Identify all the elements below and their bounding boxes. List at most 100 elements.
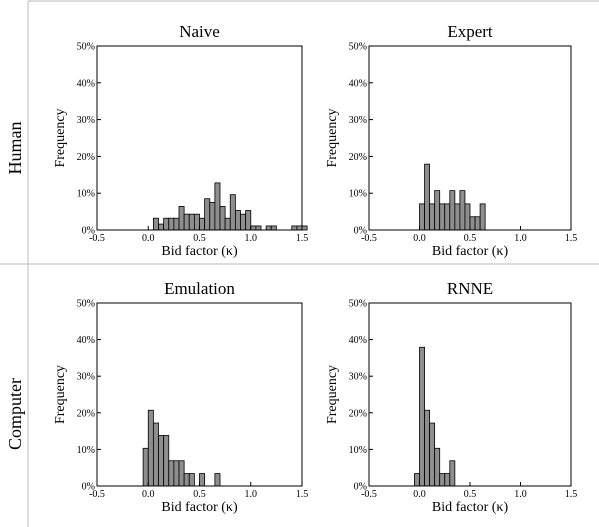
panel-title-rnne: RNNE xyxy=(447,279,493,298)
y-tick-label-naive-1: 10% xyxy=(77,189,95,200)
bar-emulation-8 xyxy=(183,473,190,487)
y-tick-label-expert-0: 0% xyxy=(354,226,367,237)
x-tick-label-expert-2: 0.5 xyxy=(464,233,477,244)
x-tick-label-naive-1: 0.0 xyxy=(142,233,155,244)
y-tick-label-naive-2: 20% xyxy=(77,152,95,163)
bar-naive-23 xyxy=(291,225,298,231)
y-axis-title-emulation: Frequency xyxy=(53,365,68,424)
bar-naive-2 xyxy=(163,217,170,231)
bar-naive-13 xyxy=(219,206,226,231)
bar-naive-19 xyxy=(250,225,257,231)
histogram-panel-emulation: 0% 10% 20% 30% 40% 50% -0.5 0.0 0.5 1.0 1.5 Emulati… xyxy=(53,279,308,515)
y-tick-label-rnne-0: 0% xyxy=(354,482,367,493)
x-tick-label-expert-0: -0.5 xyxy=(361,233,377,244)
bar-rnne-7 xyxy=(449,460,456,487)
bar-rnne-3 xyxy=(429,422,436,487)
bar-naive-11 xyxy=(209,201,216,231)
row-label-human: Human xyxy=(5,122,25,175)
y-tick-label-rnne-5: 50% xyxy=(349,299,367,310)
bar-naive-22 xyxy=(270,225,277,231)
bar-naive-12 xyxy=(214,182,221,231)
bar-naive-16 xyxy=(234,210,241,231)
y-axis-title-expert: Frequency xyxy=(325,108,340,167)
bar-naive-10 xyxy=(204,198,211,231)
x-tick-label-rnne-2: 0.5 xyxy=(464,489,477,500)
row-label-computer: Computer xyxy=(5,378,25,450)
histogram-panels: 0% 10% 20% 30% 40% 50% -0.5 0.0 0.5 1.0 1.5 Naive Bi… xyxy=(53,22,577,515)
y-tick-label-rnne-2: 20% xyxy=(349,408,367,419)
y-tick-label-expert-2: 20% xyxy=(349,152,367,163)
bar-emulation-6 xyxy=(173,460,180,487)
bar-rnne-0 xyxy=(414,473,420,487)
x-tick-label-emulation-0: -0.5 xyxy=(89,489,105,500)
bar-expert-2 xyxy=(429,203,436,231)
y-tick-label-emulation-3: 30% xyxy=(77,372,95,383)
x-tick-label-naive-0: -0.5 xyxy=(89,233,105,244)
y-axis-title-rnne: Frequency xyxy=(325,365,340,424)
bar-naive-21 xyxy=(265,225,272,231)
bar-naive-20 xyxy=(255,225,262,231)
bar-expert-8 xyxy=(459,190,466,231)
y-tick-label-naive-3: 30% xyxy=(77,115,95,126)
bar-naive-9 xyxy=(199,217,206,231)
bar-expert-5 xyxy=(444,203,451,231)
bar-emulation-9 xyxy=(188,473,195,487)
bar-rnne-1 xyxy=(419,346,425,487)
bar-emulation-7 xyxy=(178,460,185,487)
x-tick-label-naive-3: 1.0 xyxy=(245,233,258,244)
bar-emulation-11 xyxy=(199,473,206,487)
x-axis-title-naive: Bid factor (κ) xyxy=(161,244,238,259)
y-tick-label-expert-4: 40% xyxy=(349,78,367,89)
bar-expert-4 xyxy=(439,203,446,231)
y-tick-label-expert-1: 10% xyxy=(349,189,367,200)
x-tick-label-rnne-1: 0.0 xyxy=(413,489,426,500)
bar-naive-6 xyxy=(183,213,190,231)
bar-naive-25 xyxy=(301,225,308,231)
bar-expert-10 xyxy=(469,216,476,231)
x-tick-label-emulation-1: 0.0 xyxy=(142,489,155,500)
x-tick-label-rnne-3: 1.0 xyxy=(514,489,527,500)
bar-naive-1 xyxy=(158,223,165,231)
y-tick-label-naive-5: 50% xyxy=(77,42,95,53)
plot-frame-emulation xyxy=(96,302,303,487)
plot-frame-naive xyxy=(96,45,303,231)
y-tick-label-naive-0: 0% xyxy=(82,226,95,237)
bar-emulation-0 xyxy=(142,447,149,487)
bar-expert-11 xyxy=(474,216,481,231)
bar-expert-12 xyxy=(479,203,486,231)
x-tick-label-emulation-2: 0.5 xyxy=(193,489,206,500)
x-tick-label-emulation-3: 1.0 xyxy=(245,489,258,500)
y-tick-label-rnne-4: 40% xyxy=(349,335,367,346)
y-tick-label-emulation-5: 50% xyxy=(77,299,95,310)
y-tick-label-rnne-1: 10% xyxy=(349,445,367,456)
x-tick-label-naive-2: 0.5 xyxy=(193,233,206,244)
bar-expert-6 xyxy=(449,190,456,231)
x-tick-label-expert-3: 1.0 xyxy=(514,233,527,244)
x-tick-label-emulation-4: 1.5 xyxy=(296,489,309,500)
bar-expert-1 xyxy=(424,163,430,231)
bar-rnne-5 xyxy=(439,473,446,487)
y-tick-label-emulation-0: 0% xyxy=(82,482,95,493)
y-tick-label-expert-5: 50% xyxy=(349,42,367,53)
x-axis-title-rnne: Bid factor (κ) xyxy=(432,500,509,515)
y-tick-label-emulation-2: 20% xyxy=(77,408,95,419)
bar-naive-14 xyxy=(224,217,231,231)
bar-emulation-1 xyxy=(147,409,154,487)
bar-rnne-2 xyxy=(424,409,430,487)
bar-emulation-3 xyxy=(158,435,165,487)
bar-naive-7 xyxy=(188,213,195,231)
plot-frame-rnne xyxy=(368,302,572,487)
histogram-panel-naive: 0% 10% 20% 30% 40% 50% -0.5 0.0 0.5 1.0 1.5 Naive Bi… xyxy=(53,22,308,259)
bar-emulation-2 xyxy=(152,422,159,487)
panel-title-naive: Naive xyxy=(179,22,220,41)
bar-naive-17 xyxy=(240,213,247,231)
x-tick-label-expert-4: 1.5 xyxy=(565,233,578,244)
y-tick-label-emulation-1: 10% xyxy=(77,445,95,456)
bar-naive-4 xyxy=(173,217,180,231)
x-tick-label-rnne-4: 1.5 xyxy=(565,489,578,500)
bar-naive-3 xyxy=(168,217,175,231)
plot-frame-expert xyxy=(368,45,572,231)
bar-expert-3 xyxy=(434,190,441,231)
histogram-panel-rnne: 0% 10% 20% 30% 40% 50% -0.5 0.0 0.5 1.0 1.5 RNNE Bid… xyxy=(325,279,577,515)
